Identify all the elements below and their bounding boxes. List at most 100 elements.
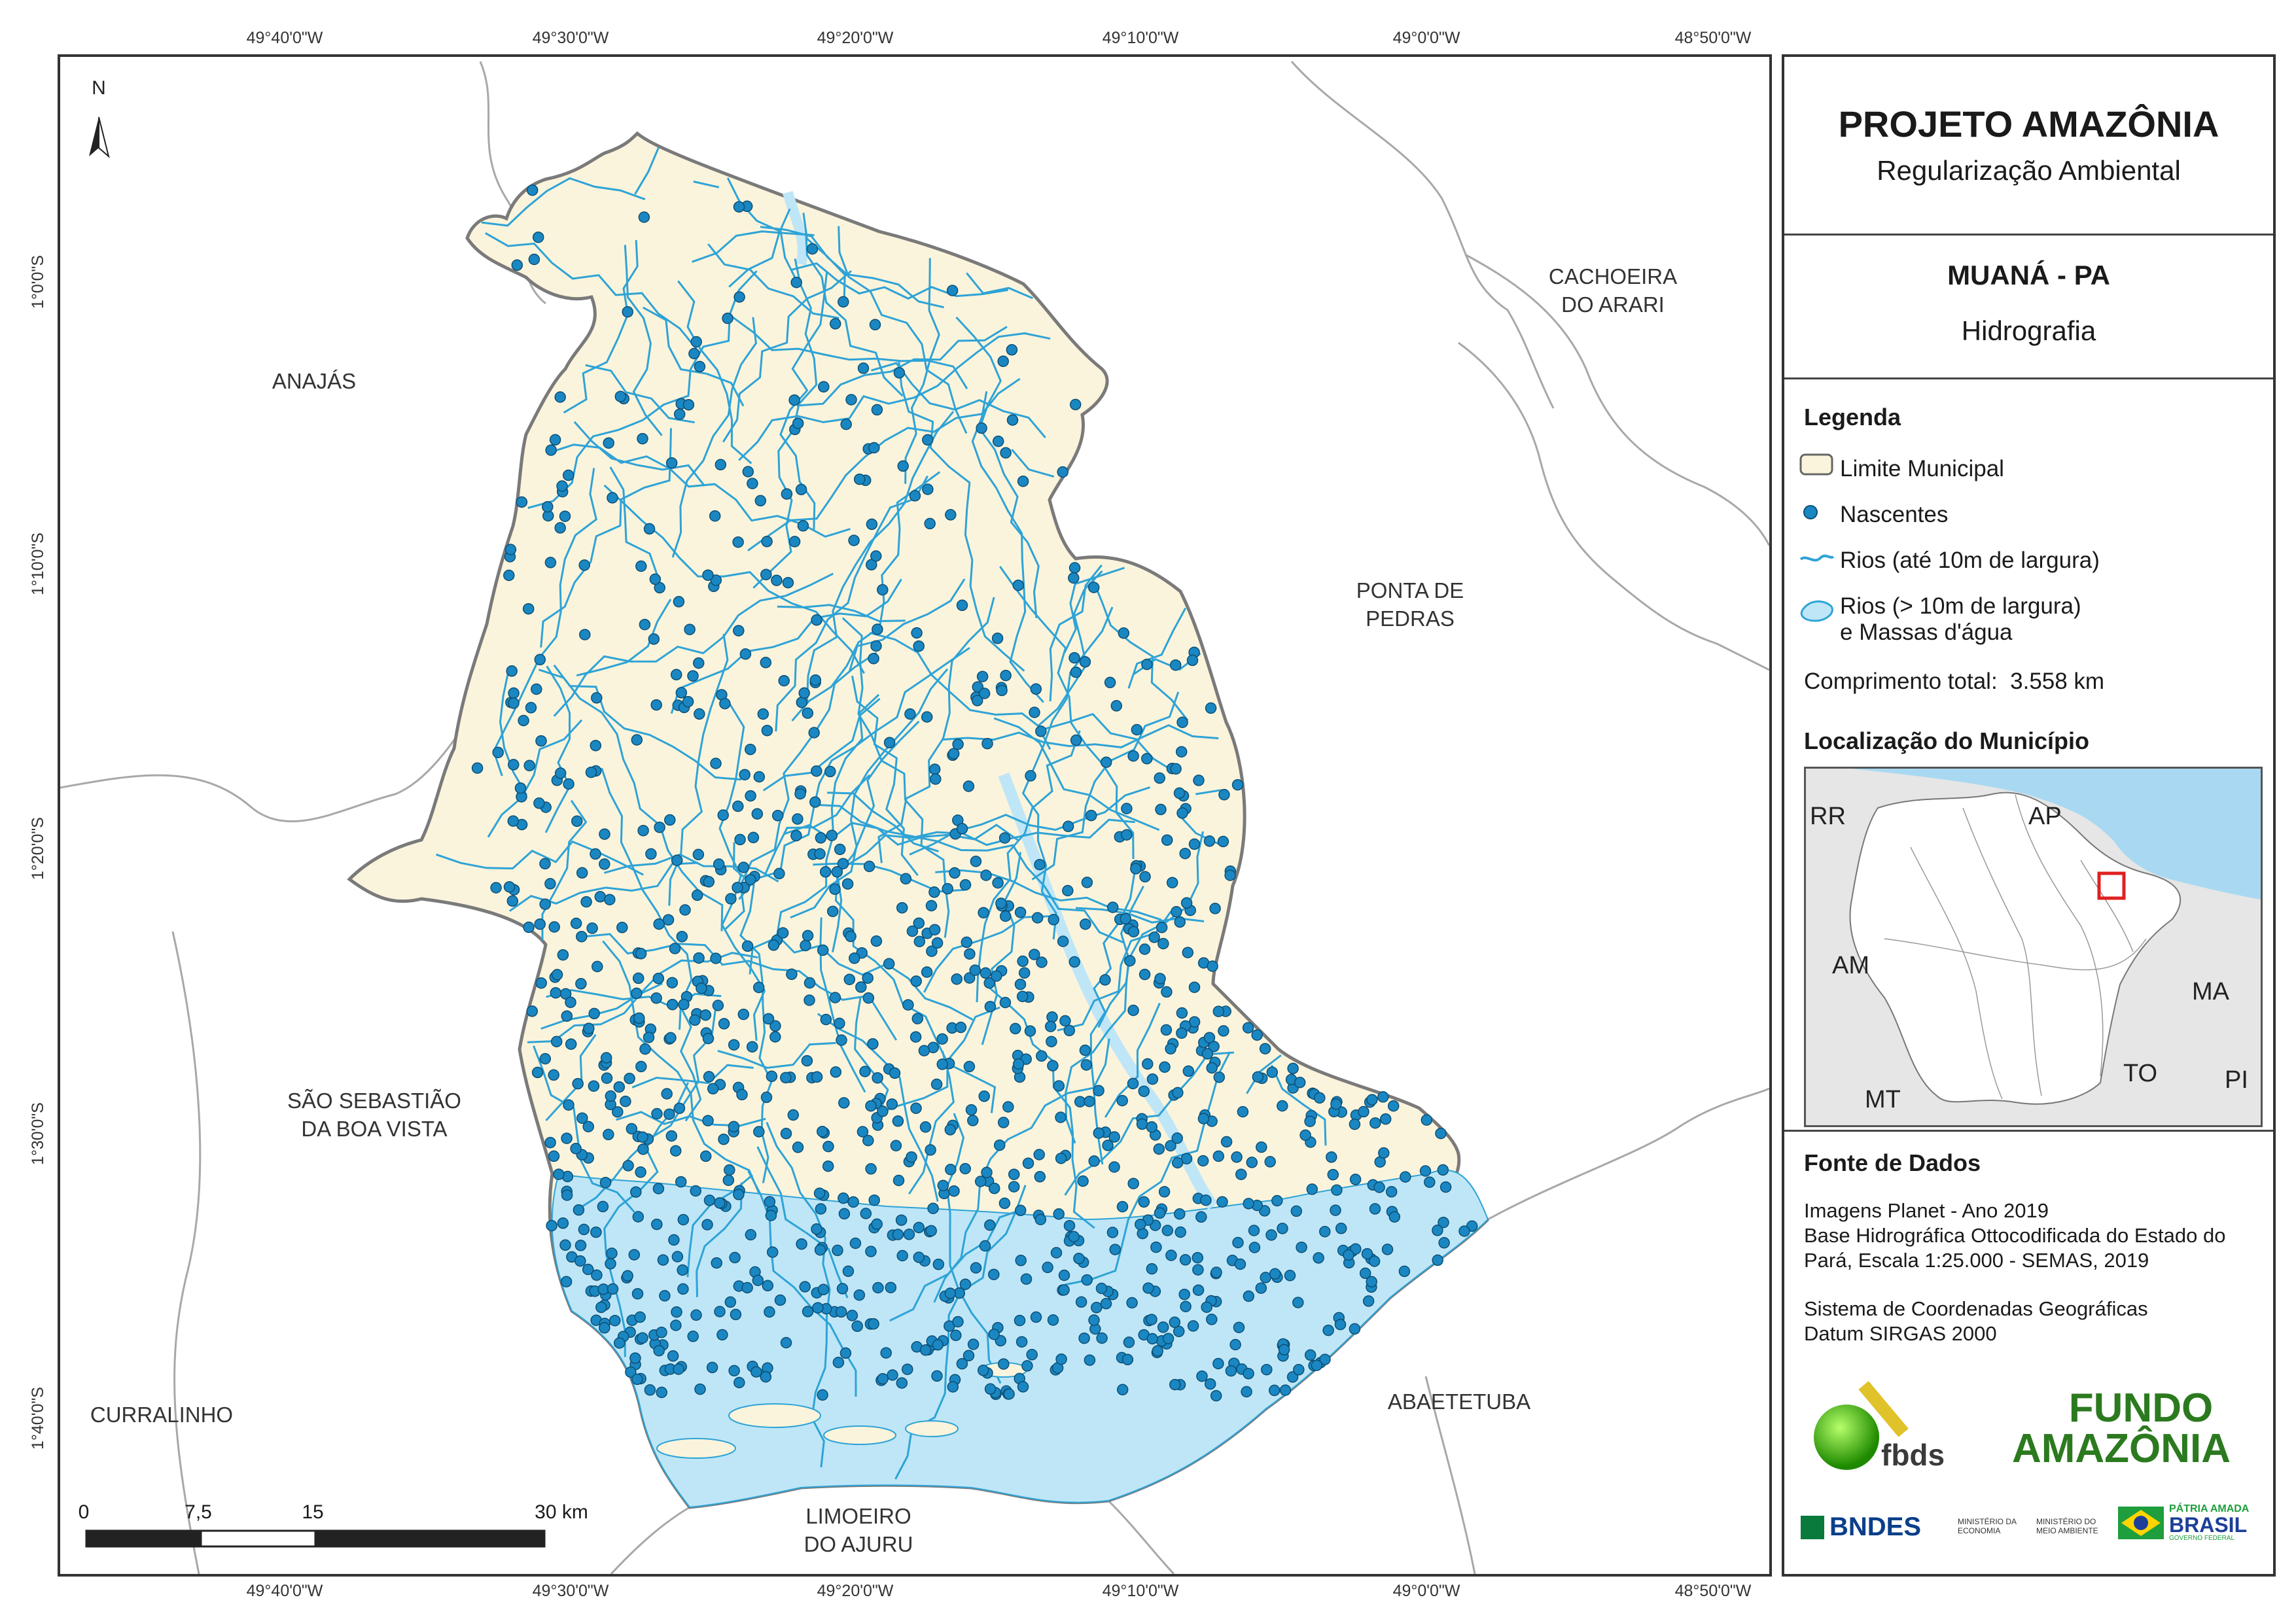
inset-label-am: AM xyxy=(1832,952,1869,979)
total-length-value: 3.558 km xyxy=(2010,669,2105,694)
map-canvas[interactable]: N xyxy=(60,57,1769,1574)
spring-point xyxy=(702,1032,715,1045)
spring-point xyxy=(1141,752,1153,765)
spring-point xyxy=(1203,835,1216,847)
spring-point xyxy=(732,536,744,548)
spring-point xyxy=(654,821,665,833)
spring-point xyxy=(760,1091,773,1104)
spring-point xyxy=(1000,669,1012,682)
spring-point xyxy=(1055,1111,1067,1123)
river-segment xyxy=(945,1113,1002,1384)
river-segment xyxy=(603,1082,689,1357)
river-segment xyxy=(777,604,906,623)
spring-point xyxy=(992,435,1004,447)
spring-point xyxy=(1124,954,1136,967)
spring-point xyxy=(635,948,647,960)
spring-point xyxy=(883,958,895,970)
spring-point xyxy=(1057,935,1069,947)
spring-point xyxy=(893,367,906,379)
patria-amada-text: PÁTRIA AMADA xyxy=(2169,1503,2250,1514)
spring-point xyxy=(591,1269,603,1281)
spring-point xyxy=(1017,475,1029,487)
spring-point xyxy=(771,810,784,822)
spring-point xyxy=(1335,1223,1347,1234)
spring-point xyxy=(809,796,821,808)
spring-point xyxy=(733,291,745,303)
map-frame[interactable]: N ANAJÁS CACHOEIRA DO ARARI PONTA DE PEDRA… xyxy=(58,54,1772,1577)
spring-point xyxy=(1016,1336,1028,1348)
lon-label-bottom-3: 49°20'0"W xyxy=(817,1582,894,1600)
spring-point xyxy=(768,939,780,951)
river-segment xyxy=(732,842,773,1183)
spring-point xyxy=(967,1338,980,1350)
spring-point xyxy=(945,509,957,521)
spring-point xyxy=(599,1322,610,1334)
spring-point xyxy=(906,1151,917,1163)
spring-point xyxy=(651,1218,663,1230)
spring-point xyxy=(728,1039,740,1051)
spring-point xyxy=(1290,1205,1303,1217)
river-segment xyxy=(955,316,1040,618)
spring-point xyxy=(780,1336,792,1349)
spring-point xyxy=(867,1038,879,1050)
spring-point xyxy=(741,1282,753,1294)
spring-point xyxy=(1225,1365,1237,1377)
spring-point xyxy=(913,917,925,929)
spring-point xyxy=(1068,1230,1080,1243)
spring-point xyxy=(1271,1195,1283,1207)
spring-point xyxy=(773,867,785,880)
river-segment xyxy=(999,566,1135,860)
spring-point xyxy=(664,814,676,826)
neighbor-boundary xyxy=(60,695,482,823)
spring-point xyxy=(788,536,801,548)
spring-point xyxy=(959,1162,971,1175)
spring-point xyxy=(733,201,745,213)
spring-point xyxy=(690,1185,701,1197)
spring-point xyxy=(582,1263,594,1276)
spring-point xyxy=(829,992,841,1003)
spring-point xyxy=(1075,1296,1087,1308)
spring-point xyxy=(1161,986,1173,998)
river-segment xyxy=(728,208,791,288)
spring-point xyxy=(716,1329,728,1341)
spring-point xyxy=(553,1168,565,1180)
spring-point xyxy=(652,972,665,985)
spring-point xyxy=(798,687,810,699)
spring-point xyxy=(1126,1297,1138,1309)
spring-point xyxy=(503,881,516,893)
neighbor-curralinho: CURRALINHO xyxy=(90,1403,234,1427)
spring-point xyxy=(802,707,814,719)
spring-point xyxy=(1139,968,1151,981)
spring-point xyxy=(616,922,628,934)
spring-point xyxy=(925,1225,937,1237)
spring-point xyxy=(836,1034,847,1046)
inset-canvas xyxy=(1849,769,2261,1105)
spring-point xyxy=(837,858,849,869)
spring-point xyxy=(984,1000,997,1013)
spring-point xyxy=(747,831,760,844)
spring-point xyxy=(590,739,602,752)
spring-point xyxy=(945,1164,957,1176)
spring-point xyxy=(659,1290,671,1302)
spring-point xyxy=(959,879,972,891)
spring-point xyxy=(1242,1022,1254,1034)
spring-point xyxy=(927,1202,939,1214)
spring-point xyxy=(1020,1273,1033,1285)
spring-point xyxy=(928,763,941,775)
spring-point xyxy=(702,1115,714,1126)
spring-point xyxy=(684,623,696,635)
island xyxy=(656,1438,736,1459)
lon-label-top-6: 48°50'0"W xyxy=(1674,29,1752,47)
spring-point xyxy=(885,1282,897,1293)
spring-point xyxy=(701,1219,713,1230)
neighbor-anajas: ANAJÁS xyxy=(272,369,357,393)
spring-point xyxy=(1421,1114,1433,1126)
spring-point xyxy=(1220,1136,1233,1148)
spring-point xyxy=(764,1306,775,1318)
spring-point xyxy=(508,687,520,699)
spring-point xyxy=(1069,956,1080,968)
spring-point xyxy=(983,977,995,989)
legend-symbols xyxy=(1799,453,1835,622)
spring-point xyxy=(694,708,705,720)
spring-point xyxy=(631,1373,643,1386)
